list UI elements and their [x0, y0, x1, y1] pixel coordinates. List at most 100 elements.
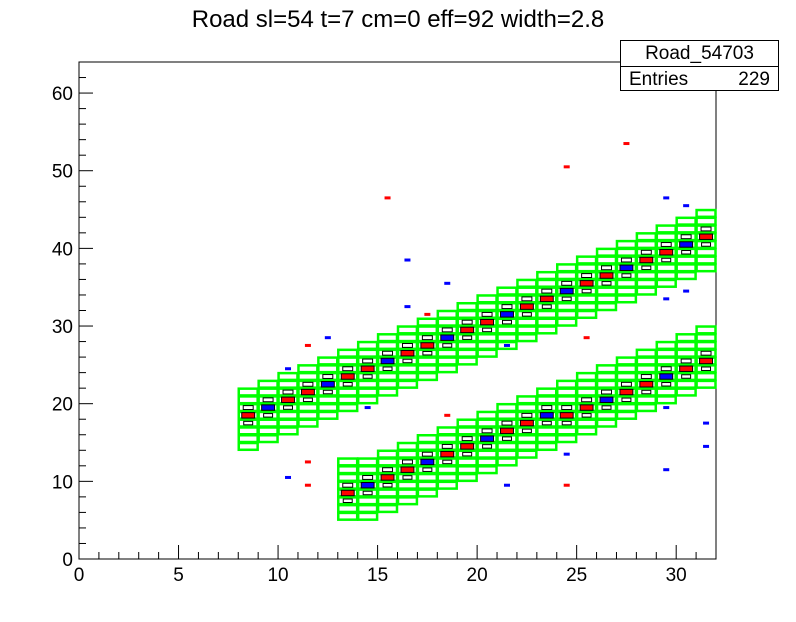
upper-road-box: [476, 340, 498, 351]
upper-road-hit-cell: [461, 319, 473, 325]
upper-road-box: [615, 270, 638, 281]
upper-road-box: [675, 247, 697, 257]
lower-road-box: [675, 333, 697, 343]
lower-road-hit-cell: [581, 397, 593, 403]
outlier-hit-mark: [444, 281, 451, 285]
lower-road-hit-cell: [681, 374, 692, 379]
upper-road-box: [257, 379, 279, 389]
upper-road-box: [376, 333, 399, 343]
axis-layer: 0 5 10 15 20 25 30 0 10 20 30 40 50 60: [52, 61, 717, 586]
upper-road-hit-cell: [441, 327, 453, 333]
upper-road-box: [556, 270, 578, 281]
upper-road-box: [556, 301, 578, 312]
upper-road-hit-cell: [620, 257, 632, 263]
upper-road-box: [356, 379, 379, 389]
lower-road-hit-cell: [541, 405, 553, 411]
lower-road-box: [655, 348, 677, 358]
upper-road-hit-cell: [681, 250, 692, 255]
upper-road-hit-cell: [659, 249, 674, 256]
lower-road-box: [356, 503, 379, 514]
lower-road-hit-cell: [462, 451, 473, 457]
lower-road-box: [675, 371, 697, 382]
outlier-hit-mark: [304, 343, 311, 347]
lower-road-hit-cell: [680, 358, 692, 364]
lower-road-box: [416, 465, 439, 475]
upper-road-hit-cell: [561, 280, 573, 286]
lower-road-box: [575, 371, 598, 382]
lower-road-box: [396, 449, 419, 459]
lower-road-hit-cell: [539, 412, 554, 419]
upper-road-box: [556, 263, 578, 273]
upper-road-hit-cell: [342, 382, 353, 387]
lower-road-hit-cell: [342, 498, 353, 504]
upper-road-box: [675, 255, 697, 265]
lower-road-box: [376, 480, 399, 490]
upper-road-box: [436, 317, 458, 327]
upper-road-hit-cell: [539, 295, 554, 303]
lower-road-box: [356, 488, 379, 498]
lower-road-box: [476, 441, 498, 452]
lower-road-hit-cell: [581, 413, 592, 418]
upper-road-box: [337, 395, 359, 405]
upper-road-box: [615, 286, 638, 296]
upper-road-box: [416, 325, 439, 335]
lower-road-hit-cell: [599, 396, 614, 404]
outlier-hit-mark: [444, 413, 451, 417]
upper-road-box: [575, 263, 598, 273]
lower-road-box: [376, 496, 399, 506]
upper-road-box: [396, 333, 419, 343]
lower-road-hit-cell: [360, 482, 375, 489]
lower-road-box: [416, 441, 439, 452]
lower-road-box: [556, 379, 578, 389]
lower-road-box: [516, 441, 538, 452]
x-tick-label: 25: [566, 565, 587, 586]
upper-road-box: [635, 232, 658, 242]
lower-road-box: [575, 426, 598, 436]
upper-road-box: [595, 255, 618, 265]
upper-road-box: [317, 395, 339, 405]
upper-road-box: [655, 278, 677, 288]
upper-road-box: [496, 317, 518, 327]
upper-road-hit-cell: [601, 281, 612, 286]
upper-road-hit-cell: [243, 420, 254, 426]
upper-road-box: [496, 286, 518, 296]
lower-road-box: [337, 511, 359, 521]
upper-road-hit-cell: [400, 349, 415, 357]
outlier-hit-mark: [424, 312, 431, 316]
upper-road-box: [436, 309, 458, 320]
lower-road-box: [635, 395, 658, 405]
outlier-hit-mark: [364, 406, 371, 410]
x-tick-label: 10: [267, 565, 288, 586]
lower-road-hit-cell: [639, 381, 654, 388]
upper-road-box: [635, 270, 658, 281]
upper-road-box: [655, 270, 677, 281]
lower-road-box: [675, 379, 697, 389]
upper-road-hit-cell: [302, 381, 314, 387]
upper-road-box: [396, 356, 419, 366]
upper-road-box: [615, 247, 638, 257]
upper-road-hit-cell: [442, 343, 453, 348]
upper-road-box: [536, 278, 558, 288]
upper-road-box: [615, 294, 638, 304]
lower-road-box: [456, 465, 478, 475]
lower-road-hit-cell: [621, 397, 632, 403]
lower-road-box: [695, 379, 717, 389]
lower-road-hit-cell: [440, 450, 455, 458]
upper-road-hit-cell: [660, 242, 672, 247]
lower-road-box: [396, 441, 419, 452]
upper-road-hit-cell: [581, 273, 593, 278]
upper-road-hit-cell: [440, 334, 455, 341]
upper-road-box: [516, 317, 538, 327]
lower-road-box: [436, 465, 458, 475]
outlier-hit-mark: [583, 336, 590, 340]
upper-road-box: [317, 402, 339, 413]
lower-road-box: [536, 387, 558, 397]
lower-road-hit-cell: [401, 459, 413, 465]
upper-road-box: [317, 387, 339, 397]
upper-road-box: [337, 356, 359, 366]
lower-road-box: [695, 340, 717, 351]
lower-road-box: [556, 426, 578, 436]
lower-road-box: [655, 340, 677, 351]
upper-road-hit-cell: [619, 264, 634, 272]
upper-road-box: [695, 208, 717, 219]
